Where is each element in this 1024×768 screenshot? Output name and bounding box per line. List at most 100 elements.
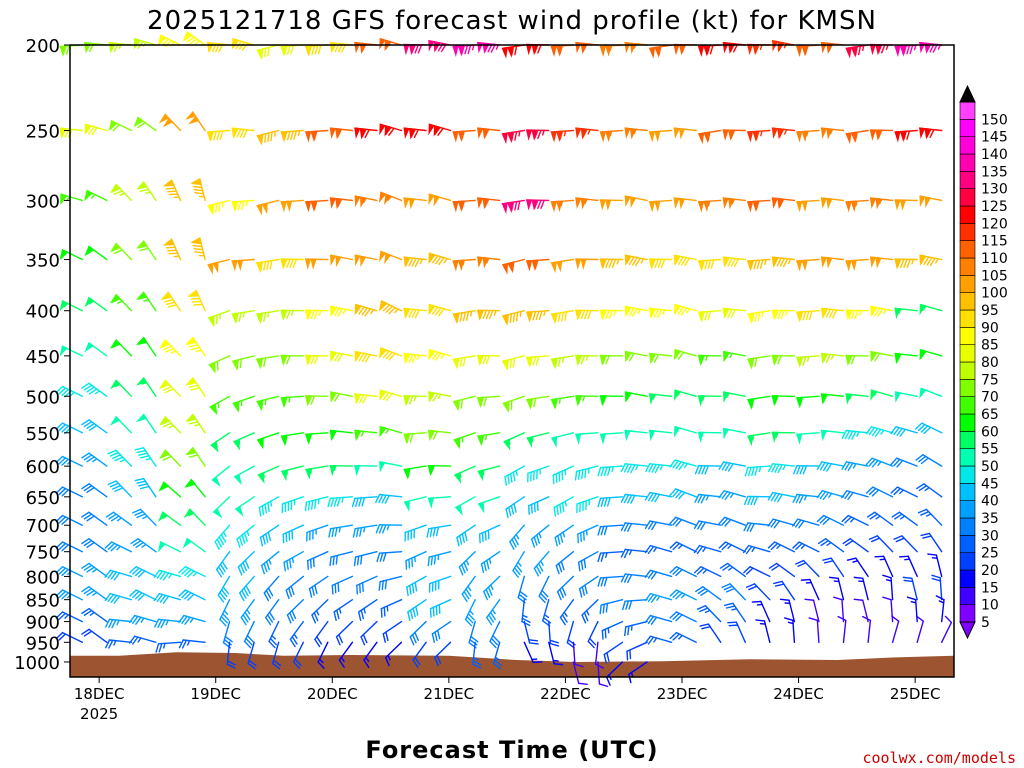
barb-flag: [854, 309, 859, 320]
barb-flag: [783, 617, 794, 622]
wind-barb: [403, 465, 427, 480]
barb-flag: [511, 201, 515, 212]
barb-flag: [539, 592, 548, 601]
wind-barb: [916, 483, 943, 498]
barb-flag: [793, 465, 798, 475]
barb-flag: [159, 485, 169, 491]
barb-half-flag: [363, 526, 366, 533]
wind-barb: [378, 575, 403, 591]
barb-flag: [700, 589, 709, 596]
wind-barb: [403, 352, 427, 365]
barb-flag: [331, 392, 337, 402]
barb-pennant: [452, 357, 459, 370]
barb-pennant: [452, 312, 459, 325]
wind-barb: [268, 620, 280, 649]
barb-flag: [237, 200, 242, 211]
barb-flag: [694, 493, 700, 503]
barb-flag: [841, 429, 847, 439]
barb-flag: [284, 502, 287, 513]
barb-pennant: [796, 311, 803, 323]
wind-barb: [620, 548, 648, 559]
barb-flag: [534, 259, 539, 270]
barb-flag: [513, 536, 519, 546]
barb-flag: [755, 619, 766, 622]
wind-barb: [182, 30, 206, 46]
barb-pennant: [476, 354, 484, 367]
barb-flag: [107, 570, 115, 579]
barb-flag: [528, 505, 530, 515]
barb-flag: [602, 395, 607, 405]
barb-half-flag: [217, 402, 220, 409]
barb-flag: [798, 494, 805, 504]
barb-flag: [289, 612, 294, 622]
wind-barb: [644, 544, 673, 555]
barb-pennant: [109, 379, 121, 390]
barb-pennant: [158, 379, 170, 390]
barb-flag: [292, 661, 301, 669]
wind-barb: [697, 395, 722, 407]
barb-pennant: [379, 389, 386, 401]
barb-flag: [411, 354, 417, 364]
barb-flag: [798, 520, 805, 529]
colorbar-label: 90: [981, 320, 999, 336]
barb-flag: [432, 430, 439, 440]
barb-flag: [857, 45, 862, 56]
barb-flag: [509, 313, 513, 324]
wind-barb: [304, 44, 329, 57]
barb-flag: [804, 598, 815, 601]
barb-flag: [823, 462, 829, 472]
wind-barb: [572, 641, 584, 668]
wind-barb: [403, 307, 427, 320]
barb-flag: [317, 661, 325, 669]
barb-flag: [650, 616, 658, 625]
wind-barb: [768, 463, 796, 474]
barb-flag: [628, 600, 633, 610]
barb-flag: [331, 584, 334, 595]
barb-flag: [536, 469, 538, 480]
barb-pennant: [531, 259, 538, 272]
barb-flag: [865, 486, 874, 494]
barb-flag: [721, 542, 730, 551]
barb-pennant: [452, 399, 459, 412]
barb-flag: [260, 564, 266, 575]
barb-flag: [584, 468, 587, 479]
barb-pennant: [525, 311, 533, 323]
barb-flag: [578, 588, 583, 598]
barb-pennant: [403, 352, 410, 365]
barb-flag: [828, 576, 839, 580]
barb-flag: [264, 133, 267, 143]
barb-pennant: [255, 261, 263, 274]
barb-flag: [61, 592, 69, 600]
wind-barb: [624, 350, 648, 363]
barb-half-flag: [783, 128, 788, 135]
barb-flag: [487, 529, 490, 540]
barb-flag: [311, 614, 317, 624]
barb-half-flag: [369, 308, 375, 315]
barb-flag: [606, 496, 611, 507]
barb-flag: [186, 341, 197, 345]
barb-flag: [376, 552, 381, 563]
wind-barb: [280, 129, 304, 143]
barb-half-flag: [659, 464, 664, 471]
barb-flag: [434, 631, 438, 642]
wind-barb: [575, 354, 599, 367]
wind-barb: [816, 514, 845, 526]
barb-pennant: [728, 197, 735, 210]
barb-half-flag: [784, 602, 791, 605]
barb-flag: [381, 494, 387, 504]
wind-barb: [255, 310, 280, 325]
barb-flag: [129, 589, 137, 597]
barb-half-flag: [656, 595, 661, 601]
barb-flag: [414, 656, 421, 666]
barb-pennant: [703, 200, 710, 212]
colorbar-segment: [959, 292, 976, 311]
barb-half-flag: [830, 354, 835, 360]
barb-flag: [290, 585, 295, 596]
barb-half-flag: [726, 392, 730, 398]
barb-flag: [574, 663, 584, 668]
wind-barb: [890, 457, 918, 468]
wind-barb: [577, 551, 599, 572]
barb-pennant: [256, 48, 263, 61]
wind-barb: [351, 496, 378, 508]
barb-flag: [512, 312, 516, 323]
